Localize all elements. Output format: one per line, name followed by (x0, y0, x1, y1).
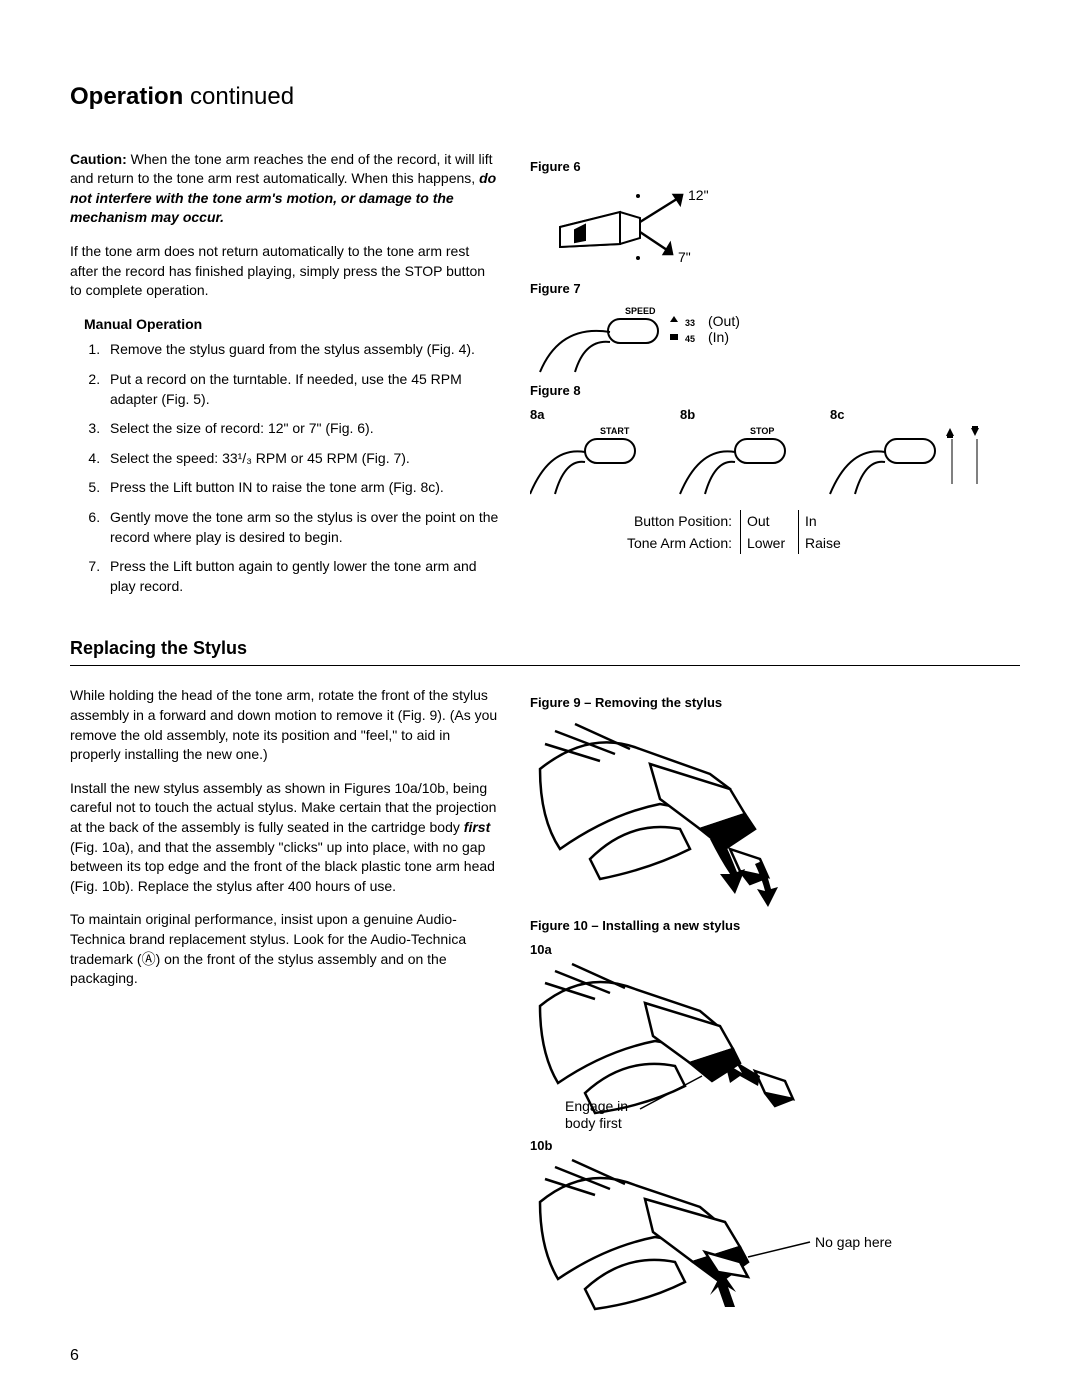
step-2: Put a record on the turntable. If needed… (104, 370, 500, 409)
caution-label: Caution: (70, 151, 127, 167)
fig6-12-label: 12" (688, 187, 709, 203)
fig7-speed-label: SPEED (625, 306, 656, 316)
figure-9-diagram (530, 719, 830, 909)
auto-return-paragraph: If the tone arm does not return automati… (70, 242, 500, 301)
figure-10b-diagram: No gap here (530, 1157, 910, 1317)
replace-p2-first: first (464, 819, 490, 835)
figure-10a-diagram: Engage in body first (530, 961, 850, 1131)
replacing-stylus-heading: Replacing the Stylus (70, 636, 1020, 666)
replace-p1: While holding the head of the tone arm, … (70, 686, 500, 764)
nogap-text: No gap here (815, 1234, 892, 1250)
fig7-in: (In) (708, 329, 729, 345)
caution-paragraph: Caution: When the tone arm reaches the e… (70, 150, 500, 228)
replace-p2b: (Fig. 10a), and that the assembly "click… (70, 839, 495, 894)
engage-text-line1: Engage in (565, 1098, 628, 1114)
button-position-label: Button Position: (530, 512, 740, 532)
fig7-out: (Out) (708, 313, 740, 329)
button-position-table: Button Position: Out In Tone Arm Action:… (530, 510, 1020, 554)
button-out: Out (740, 510, 798, 532)
title-rest: continued (183, 83, 294, 110)
button-in: In (798, 510, 856, 532)
fig6-7-label: 7" (678, 249, 691, 265)
fig8b-label: 8b (680, 406, 830, 424)
replace-p3: To maintain original performance, insist… (70, 910, 500, 988)
manual-operation-heading: Manual Operation (84, 315, 500, 335)
figure-8-diagram: START STOP (530, 424, 1000, 504)
replace-p2a: Install the new stylus assembly as shown… (70, 780, 496, 835)
step-5: Press the Lift button IN to raise the to… (104, 478, 500, 498)
tonearm-raise: Raise (798, 532, 856, 554)
figure-8-label: Figure 8 (530, 382, 1020, 400)
manual-steps-list: Remove the stylus guard from the stylus … (104, 340, 500, 596)
fig7-33: 33 (685, 318, 695, 328)
figure-10b-label: 10b (530, 1137, 1020, 1155)
figure-7-diagram: SPEED 33 45 (Out) (In) (530, 304, 830, 374)
step-7: Press the Lift button again to gently lo… (104, 557, 500, 596)
step-1: Remove the stylus guard from the stylus … (104, 340, 500, 360)
fig8-stop: STOP (750, 426, 774, 436)
fig8a-label: 8a (530, 406, 680, 424)
step-4: Select the speed: 33¹/₃ RPM or 45 RPM (F… (104, 449, 500, 469)
page-title: Operation continued (70, 80, 1020, 114)
tonearm-action-label: Tone Arm Action: (530, 534, 740, 554)
figure-10a-label: 10a (530, 941, 1020, 959)
step-6: Gently move the tone arm so the stylus i… (104, 508, 500, 547)
title-bold: Operation (70, 83, 183, 110)
tonearm-lower: Lower (740, 532, 798, 554)
replace-p2: Install the new stylus assembly as shown… (70, 779, 500, 897)
fig8-start: START (600, 426, 630, 436)
figure-7-label: Figure 7 (530, 280, 1020, 298)
engage-text-line2: body first (565, 1115, 622, 1131)
figure-6-label: Figure 6 (530, 158, 1020, 176)
figure-6-diagram: 12" 7" (530, 182, 750, 272)
figure-10-label: Figure 10 – Installing a new stylus (530, 917, 1020, 935)
figure-9-label: Figure 9 – Removing the stylus (530, 694, 1020, 712)
step-3: Select the size of record: 12" or 7" (Fi… (104, 419, 500, 439)
page-number: 6 (70, 1345, 79, 1367)
fig7-45: 45 (685, 334, 695, 344)
fig8c-label: 8c (830, 406, 844, 424)
caution-text-1: When the tone arm reaches the end of the… (70, 151, 493, 187)
